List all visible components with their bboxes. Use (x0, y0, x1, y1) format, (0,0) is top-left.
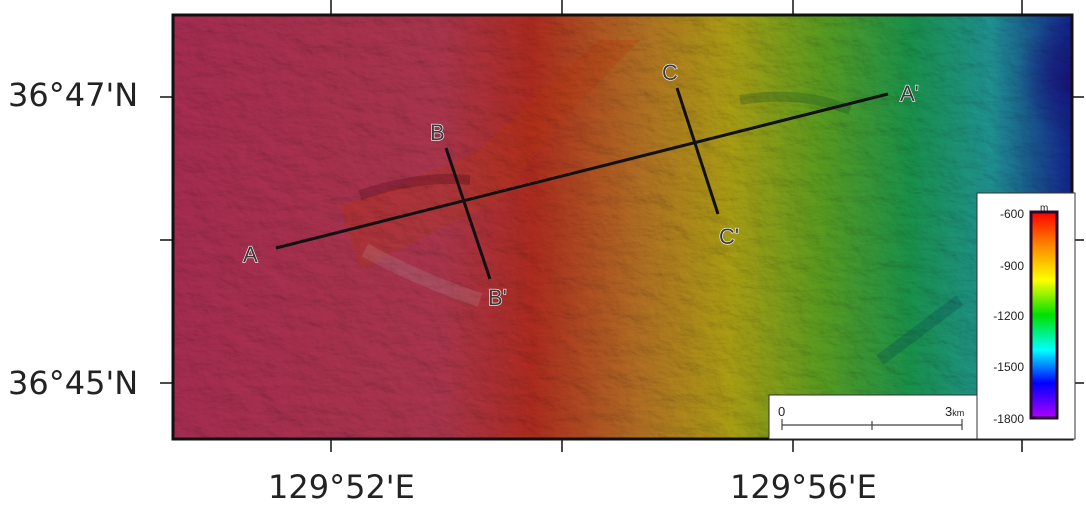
scale-bar-start: 0 (778, 404, 785, 419)
scale-bar-unit: km (952, 408, 964, 418)
legend-tick-1800: -1800 (993, 412, 1024, 426)
profile-line-a (275, 92, 889, 250)
profile-label-b-start: B (430, 120, 445, 145)
profile-line-b (444, 147, 492, 280)
legend-tick-600: -600 (1000, 207, 1024, 221)
legend-tick-1200: -1200 (993, 309, 1024, 323)
longitude-label-129-56: 129°56'E (730, 468, 877, 506)
legend-tick-900: -900 (1000, 259, 1024, 273)
depth-color-ramp (1029, 210, 1059, 420)
profile-label-c-end: C' (719, 224, 739, 249)
legend-unit: m (1040, 203, 1048, 214)
profile-label-a-end: A' (900, 81, 919, 106)
graticule-ticks (160, 0, 1084, 452)
bathymetry-relief (173, 15, 1072, 439)
scale-bar: 0 3km (768, 394, 978, 440)
longitude-label-129-52: 129°52'E (268, 468, 415, 506)
profile-label-c-start: C (662, 60, 678, 85)
latitude-label-36-45: 36°45'N (8, 364, 139, 402)
scale-bar-end: 3 (945, 404, 952, 419)
latitude-label-36-47: 36°47'N (8, 76, 139, 114)
legend-tick-1500: -1500 (993, 360, 1024, 374)
profile-label-b-end: B' (488, 285, 507, 310)
svg-text:3km: 3km (945, 404, 964, 419)
depth-legend: m -600 -900 -1200 -1500 -1800 (976, 192, 1076, 440)
profile-line-c (675, 87, 720, 215)
profile-label-a-start: A (243, 242, 258, 267)
